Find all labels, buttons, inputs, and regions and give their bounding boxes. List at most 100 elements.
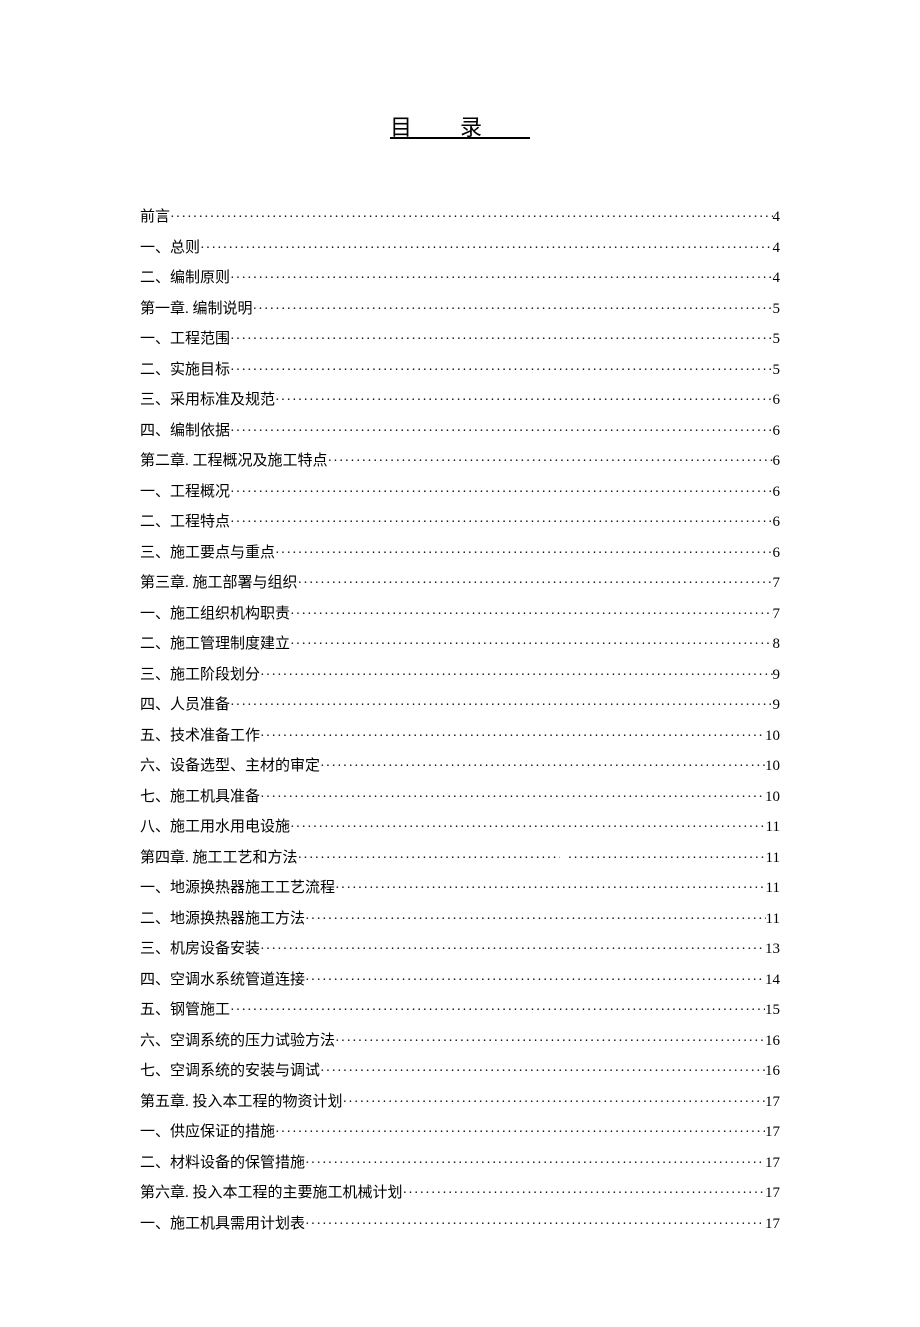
toc-page-number: 4 (773, 271, 781, 286)
toc-entry: 四、空调水系统管道连接14 (140, 973, 780, 988)
toc-label: 第二章. 工程概况及施工特点 (140, 454, 328, 469)
toc-label: 二、实施目标 (140, 363, 230, 378)
toc-page-number: 11 (766, 881, 780, 896)
toc-leader-dots (275, 547, 772, 561)
toc-page-number: 11 (766, 820, 780, 835)
toc-page-number: 10 (765, 759, 780, 774)
toc-label: 一、工程概况 (140, 485, 230, 500)
toc-leader-dots (335, 882, 766, 896)
toc-page-number: 17 (765, 1186, 780, 1201)
toc-entry: 三、采用标准及规范6 (140, 393, 780, 408)
toc-leader-dots (343, 1096, 765, 1110)
toc-entry: 一、工程概况 6 (140, 485, 780, 500)
toc-leader-dots (230, 333, 772, 347)
toc-entry: 第六章. 投入本工程的主要施工机械计划17 (140, 1186, 780, 1201)
toc-label: 七、空调系统的安装与调试 (140, 1064, 320, 1079)
toc-entry: 第二章. 工程概况及施工特点6 (140, 454, 780, 469)
toc-entry: 七、空调系统的安装与调试 16 (140, 1064, 780, 1079)
toc-entry: 七、施工机具准备10 (140, 790, 780, 805)
toc-entry: 二、编制原则 4 (140, 271, 780, 286)
toc-leader-dots (230, 516, 772, 530)
toc-page-number: 16 (765, 1064, 780, 1079)
toc-page-number: 13 (765, 942, 780, 957)
toc-leader-dots (320, 1065, 765, 1079)
toc-page-number: 16 (765, 1034, 780, 1049)
toc-leader-dots (230, 364, 772, 378)
toc-leader-dots (260, 669, 772, 683)
toc-label: 一、施工组织机构职责 (140, 607, 290, 622)
toc-page-number: 4 (773, 241, 781, 256)
toc-leader-dots (275, 394, 772, 408)
toc-entry: 四、编制依据6 (140, 424, 780, 439)
toc-leader-dots (230, 425, 772, 439)
toc-page-number: 6 (773, 546, 781, 561)
toc-entry: 四、人员准备9 (140, 698, 780, 713)
toc-page-number: 5 (773, 332, 781, 347)
toc-label: 二、地源换热器施工方法 (140, 912, 305, 927)
toc-leader-dots (305, 974, 765, 988)
toc-entry: 六、空调系统的压力试验方法 16 (140, 1034, 780, 1049)
toc-leader-dots (230, 486, 772, 500)
toc-entry: 一、供应保证的措施17 (140, 1125, 780, 1140)
toc-label: 二、施工管理制度建立 (140, 637, 290, 652)
toc-entry: 二、工程特点6 (140, 515, 780, 530)
toc-entry: 五、技术准备工作 10 (140, 729, 780, 744)
toc-entry: 六、设备选型、主材的审定 10 (140, 759, 780, 774)
toc-entry: 二、实施目标 5 (140, 363, 780, 378)
toc-label: 四、编制依据 (140, 424, 230, 439)
toc-leader-dots (253, 303, 773, 317)
toc-label: 五、技术准备工作 (140, 729, 260, 744)
toc-label: 第三章. 施工部署与组织 (140, 576, 298, 591)
toc-label: 六、空调系统的压力试验方法 (140, 1034, 335, 1049)
toc-label: 一、施工机具需用计划表 (140, 1217, 305, 1232)
toc-page-number: 10 (765, 729, 780, 744)
toc-page-number: 17 (765, 1095, 780, 1110)
toc-label: 前言 (140, 210, 170, 225)
toc-entry: 一、总则 4 (140, 241, 780, 256)
toc-page-number: 4 (773, 210, 781, 225)
toc-page-number: 17 (765, 1156, 780, 1171)
toc-page-number: 11 (766, 912, 780, 927)
toc-entry: 第三章. 施工部署与组织 7 (140, 576, 780, 591)
toc-leader-dots (298, 577, 773, 591)
toc-leader-dots (305, 1218, 765, 1232)
toc-entry: 五、钢管施工15 (140, 1003, 780, 1018)
toc-label: 三、施工要点与重点 (140, 546, 275, 561)
toc-page-number: 6 (773, 393, 781, 408)
toc-label: 第一章. 编制说明 (140, 302, 253, 317)
toc-leader-dots (298, 852, 766, 866)
toc-page-number: 6 (773, 485, 781, 500)
toc-leader-dots (305, 1157, 765, 1171)
toc-entry: 三、施工阶段划分9 (140, 668, 780, 683)
toc-page-number: 7 (773, 607, 781, 622)
toc-page-number: 17 (765, 1217, 780, 1232)
page-title: 目录 (140, 110, 780, 142)
table-of-contents: 前言 4 一、总则 4 二、编制原则 4 第一章. 编制说明 5 一、工程范围 5 二、实施目标 5 三… (140, 210, 780, 1232)
toc-leader-dots (328, 455, 773, 469)
toc-label: 一、总则 (140, 241, 200, 256)
toc-entry: 第四章. 施工工艺和方法11 (140, 851, 780, 866)
toc-leader-dots (290, 821, 766, 835)
toc-entry: 二、材料设备的保管措施17 (140, 1156, 780, 1171)
toc-entry: 一、施工机具需用计划表 17 (140, 1217, 780, 1232)
toc-entry: 一、地源换热器施工工艺流程 11 (140, 881, 780, 896)
toc-leader-dots (290, 608, 772, 622)
toc-page-number: 7 (773, 576, 781, 591)
toc-page-number: 10 (765, 790, 780, 805)
toc-leader-dots (230, 1004, 765, 1018)
toc-entry: 八、施工用水用电设施11 (140, 820, 780, 835)
toc-leader-dots (275, 1126, 765, 1140)
toc-label: 一、工程范围 (140, 332, 230, 347)
toc-label: 二、编制原则 (140, 271, 230, 286)
toc-label: 一、地源换热器施工工艺流程 (140, 881, 335, 896)
toc-leader-dots (170, 211, 772, 225)
toc-page-number: 5 (773, 302, 781, 317)
toc-leader-dots (290, 638, 772, 652)
toc-label: 四、人员准备 (140, 698, 230, 713)
toc-page-number: 14 (765, 973, 780, 988)
toc-label: 一、供应保证的措施 (140, 1125, 275, 1140)
toc-page-number: 5 (773, 363, 781, 378)
toc-label: 六、设备选型、主材的审定 (140, 759, 320, 774)
toc-leader-dots (305, 913, 766, 927)
toc-leader-dots (403, 1187, 765, 1201)
